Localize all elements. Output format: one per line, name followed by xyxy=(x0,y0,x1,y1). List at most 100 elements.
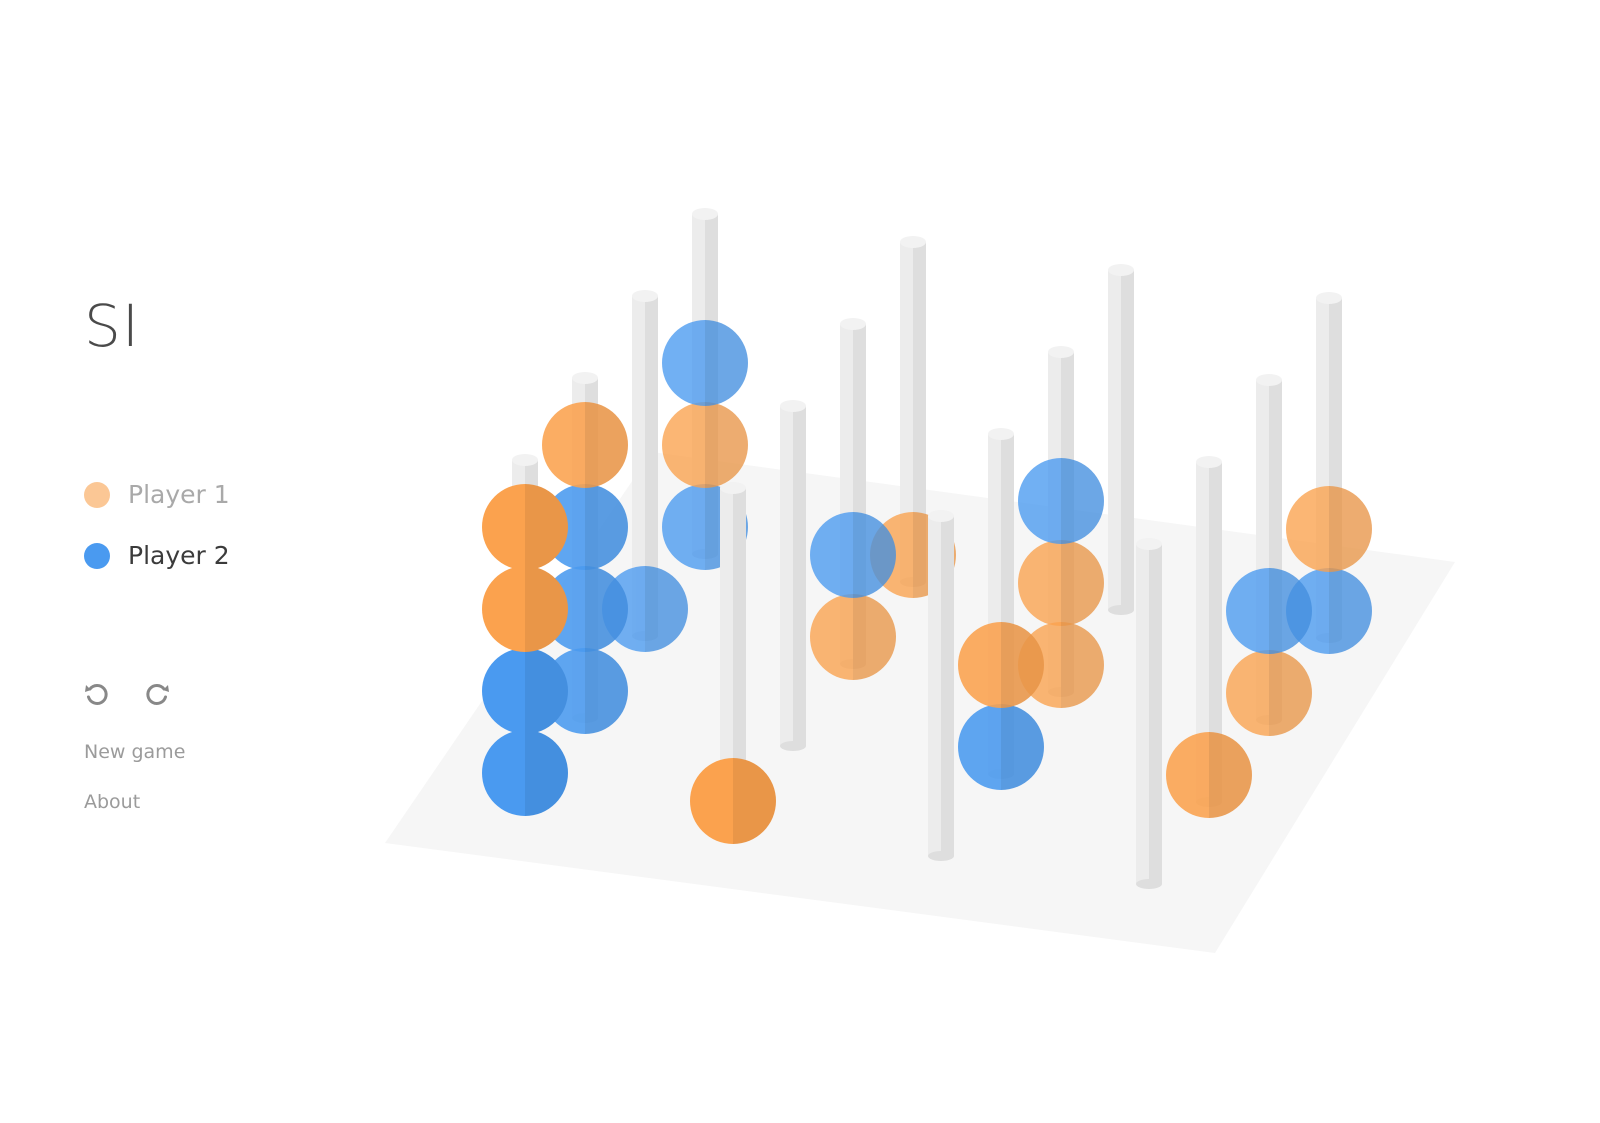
peg-rod-right[interactable] xyxy=(1149,544,1162,884)
peg-rod-right[interactable] xyxy=(733,488,746,828)
peg-3-2[interactable] xyxy=(1108,264,1134,615)
piece-shade xyxy=(525,566,568,652)
peg-cap[interactable] xyxy=(1316,292,1342,304)
peg-cap[interactable] xyxy=(1048,346,1074,358)
piece-body xyxy=(542,648,628,734)
peg-foot[interactable] xyxy=(1108,605,1134,615)
piece-player-1 xyxy=(1226,650,1312,736)
peg-cap[interactable] xyxy=(900,236,926,248)
piece-player-1 xyxy=(482,566,568,652)
redo-icon[interactable] xyxy=(142,680,172,710)
piece-shade xyxy=(1329,568,1372,654)
piece-player-1 xyxy=(662,402,748,488)
peg-2-3[interactable] xyxy=(1226,374,1312,736)
peg-1-1[interactable] xyxy=(780,400,806,751)
peg-rod-left[interactable] xyxy=(900,242,913,582)
peg-cap[interactable] xyxy=(1256,374,1282,386)
peg-cap[interactable] xyxy=(840,318,866,330)
piece-player-2 xyxy=(662,320,748,406)
piece-body xyxy=(542,484,628,570)
peg-cap[interactable] xyxy=(928,510,954,522)
piece-body xyxy=(542,402,628,488)
piece-player-2 xyxy=(482,730,568,816)
peg-0-2[interactable] xyxy=(928,510,954,861)
piece-player-1 xyxy=(1018,622,1104,708)
piece-player-2 xyxy=(602,566,688,652)
peg-rod-right[interactable] xyxy=(913,242,926,582)
peg-0-3[interactable] xyxy=(1136,538,1162,889)
piece-body xyxy=(662,320,748,406)
peg-rod-right[interactable] xyxy=(645,296,658,636)
piece-shade xyxy=(1061,540,1104,626)
new-game-link[interactable]: New game xyxy=(84,741,186,763)
peg-foot[interactable] xyxy=(1136,879,1162,889)
peg-cap[interactable] xyxy=(780,400,806,412)
peg-rod-left[interactable] xyxy=(1108,270,1121,610)
piece-shade xyxy=(733,758,776,844)
peg-rod-left[interactable] xyxy=(928,516,941,856)
about-link[interactable]: About xyxy=(84,791,141,813)
peg-cap[interactable] xyxy=(692,208,718,220)
peg-3-3[interactable] xyxy=(1286,292,1372,654)
peg-rod-right[interactable] xyxy=(793,406,806,746)
piece-player-1 xyxy=(1286,486,1372,572)
piece-player-2 xyxy=(1286,568,1372,654)
peg-1-3[interactable] xyxy=(1166,456,1252,818)
player-1-color-dot xyxy=(84,481,110,508)
player-1-indicator: Player 1 xyxy=(84,480,230,509)
peg-cap[interactable] xyxy=(1108,264,1134,276)
peg-foot[interactable] xyxy=(780,741,806,751)
peg-2-1[interactable] xyxy=(810,318,896,680)
peg-2-0[interactable] xyxy=(602,290,688,652)
piece-player-1 xyxy=(810,594,896,680)
piece-shade xyxy=(853,512,896,598)
peg-1-2[interactable] xyxy=(958,428,1044,790)
piece-shade xyxy=(1001,622,1044,708)
piece-player-1 xyxy=(1018,540,1104,626)
peg-1-0[interactable] xyxy=(542,372,628,734)
player-2-color-dot xyxy=(84,542,110,569)
piece-shade xyxy=(585,566,628,652)
peg-cap[interactable] xyxy=(1136,538,1162,550)
peg-rod-right[interactable] xyxy=(941,516,954,856)
piece-body xyxy=(810,512,896,598)
peg-rod-left[interactable] xyxy=(780,406,793,746)
piece-player-1 xyxy=(690,758,776,844)
piece-shade xyxy=(585,484,628,570)
peg-rod-left[interactable] xyxy=(1196,462,1209,802)
piece-body xyxy=(690,758,776,844)
peg-rod-left[interactable] xyxy=(632,296,645,636)
peg-cap[interactable] xyxy=(632,290,658,302)
player-1-label: Player 1 xyxy=(128,480,230,509)
peg-cap[interactable] xyxy=(572,372,598,384)
piece-shade xyxy=(525,648,568,734)
peg-rod-left[interactable] xyxy=(1136,544,1149,884)
peg-foot[interactable] xyxy=(928,851,954,861)
peg-cap[interactable] xyxy=(720,482,746,494)
piece-shade xyxy=(1329,486,1372,572)
piece-shade xyxy=(853,594,896,680)
peg-0-1[interactable] xyxy=(690,482,776,844)
peg-rod-left[interactable] xyxy=(720,488,733,828)
piece-body xyxy=(482,484,568,570)
piece-body xyxy=(810,594,896,680)
piece-body xyxy=(542,566,628,652)
piece-shade xyxy=(1061,458,1104,544)
piece-player-1 xyxy=(542,402,628,488)
piece-player-2 xyxy=(1018,458,1104,544)
peg-rod-right[interactable] xyxy=(1121,270,1134,610)
peg-2-2[interactable] xyxy=(1018,346,1104,708)
piece-body xyxy=(602,566,688,652)
piece-shade xyxy=(1061,622,1104,708)
piece-body xyxy=(662,402,748,488)
player-2-indicator: Player 2 xyxy=(84,541,230,570)
peg-cap[interactable] xyxy=(512,454,538,466)
peg-cap[interactable] xyxy=(1196,456,1222,468)
piece-shade xyxy=(705,402,748,488)
piece-shade xyxy=(585,648,628,734)
peg-rod-right[interactable] xyxy=(1209,462,1222,802)
peg-cap[interactable] xyxy=(988,428,1014,440)
peg-0-0[interactable] xyxy=(482,454,568,816)
undo-icon[interactable] xyxy=(82,680,112,710)
